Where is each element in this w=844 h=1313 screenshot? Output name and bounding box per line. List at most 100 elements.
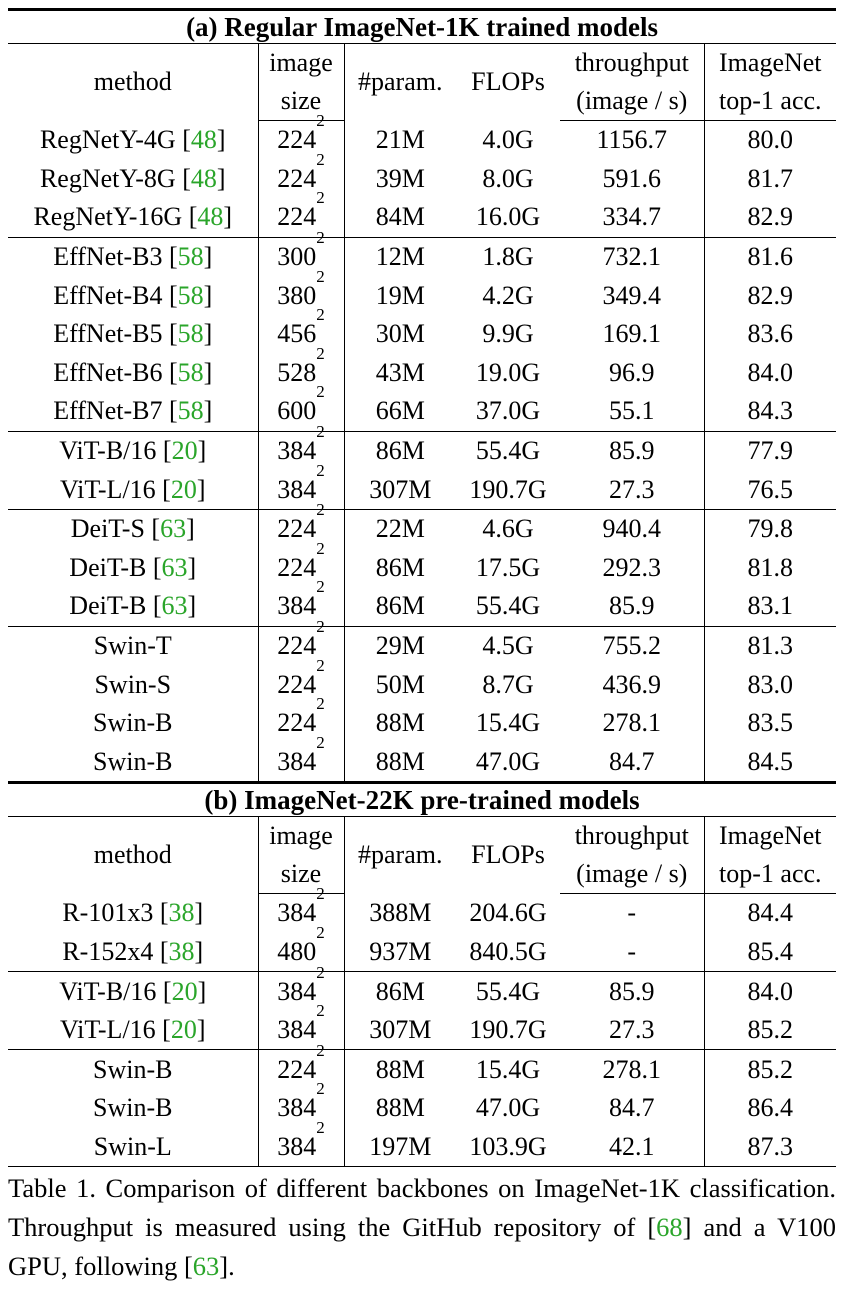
header-accuracy: top-1 acc. bbox=[704, 82, 837, 121]
citation-link[interactable]: 63 bbox=[161, 591, 188, 621]
method-cell: ViT-B/16 [20] bbox=[8, 431, 259, 471]
section-title-row: (b) ImageNet-22K pre-trained models bbox=[8, 783, 836, 817]
image-size-cell: 3002 bbox=[258, 229, 345, 277]
accuracy-cell: 84.3 bbox=[704, 392, 837, 432]
method-cell: EffNet-B6 [58] bbox=[8, 353, 259, 393]
flops-cell: 190.7G bbox=[456, 1010, 560, 1051]
table-row: Swin-B 3842 88M 47.0G 84.7 86.4 bbox=[8, 1080, 836, 1128]
method-name: DeiT-B bbox=[69, 591, 147, 621]
citation-link[interactable]: 20 bbox=[170, 1015, 197, 1045]
method-cell: DeiT-B [63] bbox=[8, 587, 259, 627]
params-cell: 86M bbox=[375, 552, 425, 582]
method-name: Swin-B bbox=[93, 708, 173, 738]
method-name: EffNet-B6 bbox=[53, 357, 163, 387]
resolution-exponent: 2 bbox=[316, 1001, 325, 1021]
citation-link[interactable]: 63 bbox=[160, 514, 187, 544]
resolution-value: 224 bbox=[277, 708, 317, 738]
flops-cell: 15.4G bbox=[475, 1054, 541, 1084]
caption-citation-link[interactable]: 68 bbox=[656, 1212, 683, 1243]
resolution-value: 384 bbox=[277, 1131, 317, 1161]
resolution-exponent: 2 bbox=[316, 655, 325, 675]
method-name: ViT-B/16 bbox=[59, 976, 157, 1006]
method-name: Swin-T bbox=[93, 631, 172, 661]
throughput-cell: 278.1 bbox=[560, 703, 705, 743]
resolution-exponent: 2 bbox=[316, 617, 325, 637]
table-row: ViT-L/16 [20] 3842 307M 190.7G 27.3 85.2 bbox=[8, 1002, 837, 1051]
image-size-cell: 4802 bbox=[258, 924, 345, 973]
table-row: Swin-T 2242 29M 4.5G 755.2 81.3 bbox=[8, 618, 836, 666]
method-cell: EffNet-B7 [58] bbox=[8, 392, 259, 432]
params-cell: 30M bbox=[375, 319, 425, 349]
throughput-cell: 732.1 bbox=[560, 237, 705, 277]
accuracy-cell: 86.4 bbox=[747, 1093, 794, 1123]
header-method: method bbox=[8, 43, 259, 121]
table-row: EffNet-B5 [58] 4562 30M 9.9G 169.1 83.6 bbox=[8, 306, 836, 354]
resolution-exponent: 2 bbox=[316, 694, 325, 714]
caption-citation-link[interactable]: 63 bbox=[192, 1251, 220, 1282]
citation-link[interactable]: 20 bbox=[170, 474, 197, 504]
resolution-value: 384 bbox=[277, 898, 317, 928]
citation-link[interactable]: 58 bbox=[177, 242, 204, 272]
citation-link[interactable]: 58 bbox=[177, 396, 204, 426]
params-cell: 937M bbox=[344, 932, 456, 973]
method-cell: DeiT-B [63] bbox=[8, 548, 259, 588]
header-image-size: image bbox=[258, 43, 345, 82]
method-cell: R-101x3 [38] bbox=[8, 893, 259, 933]
method-name: EffNet-B3 bbox=[53, 242, 163, 272]
resolution-exponent: 2 bbox=[316, 1117, 325, 1137]
accuracy-cell: 81.7 bbox=[747, 163, 794, 193]
resolution-exponent: 2 bbox=[316, 538, 325, 558]
resolution-exponent: 2 bbox=[316, 343, 325, 363]
image-size-cell: 3802 bbox=[258, 268, 345, 315]
accuracy-cell: 81.8 bbox=[747, 552, 794, 582]
citation-link[interactable]: 38 bbox=[168, 936, 195, 966]
header-row: size (image / s) top-1 acc. bbox=[8, 82, 837, 121]
citation-link[interactable]: 20 bbox=[171, 436, 198, 466]
params-cell: 84M bbox=[344, 198, 456, 238]
method-cell: Swin-B bbox=[8, 703, 259, 743]
citation-link[interactable]: 38 bbox=[168, 898, 195, 928]
citation-link[interactable]: 48 bbox=[190, 125, 217, 155]
throughput-cell: 42.1 bbox=[560, 1127, 705, 1168]
citation-link[interactable]: 58 bbox=[177, 357, 204, 387]
accuracy-cell: 85.4 bbox=[704, 932, 837, 973]
image-size-cell: 3842 bbox=[258, 885, 345, 933]
method-name: Swin-B bbox=[93, 746, 173, 776]
method-name: EffNet-B7 bbox=[53, 396, 163, 426]
method-cell: ViT-B/16 [20] bbox=[8, 971, 259, 1011]
resolution-exponent: 2 bbox=[316, 922, 325, 942]
params-cell: 39M bbox=[375, 163, 425, 193]
citation-link[interactable]: 58 bbox=[177, 319, 204, 349]
resolution-value: 224 bbox=[277, 514, 317, 544]
table-row: DeiT-B [63] 2242 86M 17.5G 292.3 81.8 bbox=[8, 540, 836, 588]
params-cell: 12M bbox=[375, 242, 425, 272]
flops-cell: 4.5G bbox=[482, 631, 534, 661]
flops-cell: 204.6G bbox=[469, 898, 547, 928]
header-throughput: throughput bbox=[560, 43, 705, 82]
flops-cell: 1.8G bbox=[482, 242, 534, 272]
citation-link[interactable]: 63 bbox=[161, 552, 188, 582]
flops-cell: 55.4G bbox=[475, 436, 541, 466]
citation-link[interactable]: 20 bbox=[171, 976, 198, 1006]
params-cell: 21M bbox=[375, 125, 425, 155]
throughput-cell: 55.1 bbox=[560, 392, 705, 432]
table-row: Swin-B 2242 88M 15.4G 278.1 85.2 bbox=[8, 1042, 836, 1090]
accuracy-cell: 84.0 bbox=[747, 976, 794, 1006]
caption-suffix: ]. bbox=[219, 1251, 235, 1282]
flops-cell: 17.5G bbox=[475, 552, 541, 582]
throughput-cell: - bbox=[560, 893, 705, 933]
accuracy-cell: 82.9 bbox=[747, 280, 794, 310]
resolution-value: 384 bbox=[277, 436, 317, 466]
citation-link[interactable]: 48 bbox=[197, 202, 224, 232]
flops-cell: 4.0G bbox=[482, 125, 534, 155]
citation-link[interactable]: 48 bbox=[190, 163, 217, 193]
method-name: EffNet-B5 bbox=[53, 319, 163, 349]
throughput-cell: 96.9 bbox=[560, 353, 705, 393]
params-cell: 88M bbox=[375, 1093, 425, 1123]
citation-link[interactable]: 58 bbox=[177, 280, 204, 310]
params-cell: 88M bbox=[375, 708, 425, 738]
method-cell: ViT-L/16 [20] bbox=[8, 1010, 259, 1051]
table-row: Swin-B 3842 88M 47.0G 84.7 84.5 bbox=[8, 734, 837, 785]
table-row: RegNetY-8G [48] 2242 39M 8.0G 591.6 81.7 bbox=[8, 151, 836, 199]
resolution-exponent: 2 bbox=[316, 382, 325, 402]
